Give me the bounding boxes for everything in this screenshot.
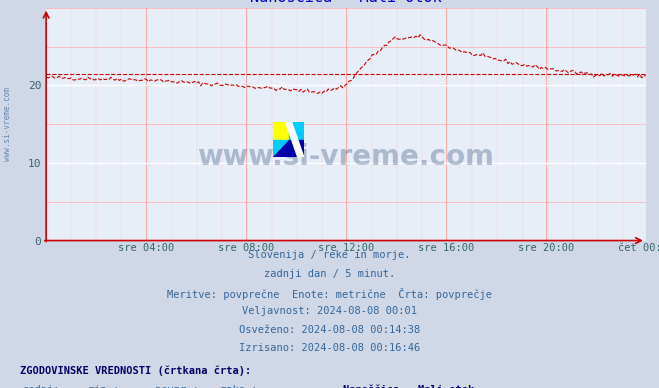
Text: Osveženo: 2024-08-08 00:14:38: Osveženo: 2024-08-08 00:14:38 (239, 325, 420, 335)
Text: Nanoščica - Mali otok: Nanoščica - Mali otok (343, 385, 474, 388)
Text: Slovenija / reke in morje.: Slovenija / reke in morje. (248, 250, 411, 260)
Text: sedaj:: sedaj: (23, 385, 61, 388)
Bar (289, 122, 304, 140)
Text: maks.:: maks.: (221, 385, 258, 388)
Text: zadnji dan / 5 minut.: zadnji dan / 5 minut. (264, 269, 395, 279)
Text: Veljavnost: 2024-08-08 00:01: Veljavnost: 2024-08-08 00:01 (242, 306, 417, 316)
Text: www.si-vreme.com: www.si-vreme.com (198, 143, 494, 171)
Bar (273, 122, 289, 140)
Title: Nanoščica - Mali otok: Nanoščica - Mali otok (250, 0, 442, 5)
Text: ZGODOVINSKE VREDNOSTI (črtkana črta):: ZGODOVINSKE VREDNOSTI (črtkana črta): (20, 366, 251, 376)
Text: min.:: min.: (89, 385, 120, 388)
Text: www.si-vreme.com: www.si-vreme.com (3, 87, 13, 161)
Polygon shape (273, 140, 304, 157)
Text: Izrisano: 2024-08-08 00:16:46: Izrisano: 2024-08-08 00:16:46 (239, 343, 420, 353)
Text: povpr.:: povpr.: (155, 385, 198, 388)
Text: Meritve: povprečne  Enote: metrične  Črta: povprečje: Meritve: povprečne Enote: metrične Črta:… (167, 288, 492, 300)
Polygon shape (285, 122, 304, 157)
Polygon shape (273, 140, 289, 157)
